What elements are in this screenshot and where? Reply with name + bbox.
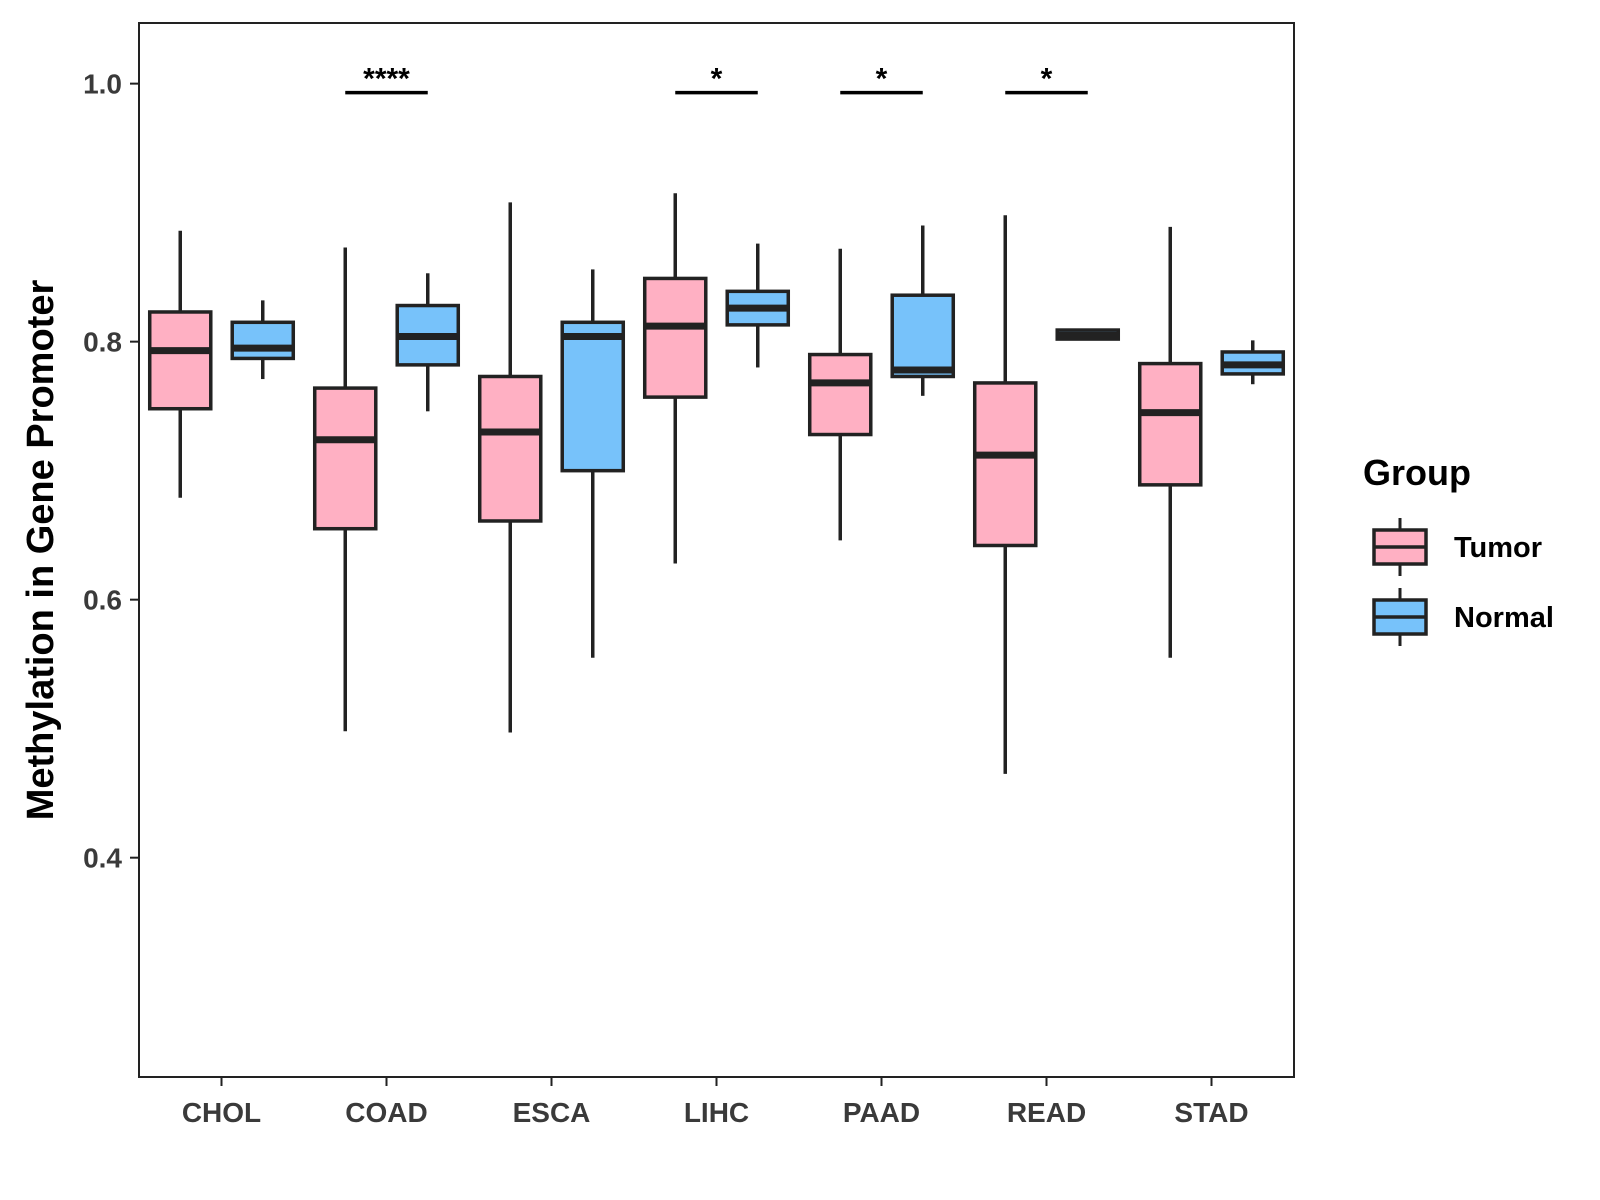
box-body <box>147 310 213 411</box>
x-tick-label-paad: PAAD <box>843 1097 920 1128</box>
y-tick-label-0-8: 0.8 <box>83 327 122 358</box>
x-tick-label-coad: COAD <box>345 1097 427 1128</box>
x-tick-label-chol: CHOL <box>182 1097 261 1128</box>
significance-paad: * <box>840 63 923 96</box>
box-tumor-lihc <box>642 193 708 564</box>
box-tumor-stad <box>1137 226 1203 658</box>
significance-lihc: * <box>675 63 758 96</box>
box-body <box>312 386 378 531</box>
significance-read: * <box>1005 63 1088 96</box>
box-body <box>477 374 543 523</box>
box-normal-lihc <box>725 243 791 368</box>
significance-layer: **** * * * <box>345 63 1088 96</box>
box-body <box>890 293 956 379</box>
box-normal-stad <box>1220 340 1286 385</box>
plot-panel <box>138 22 1295 1078</box>
significance-label: **** <box>363 63 410 96</box>
legend-label-tumor: Tumor <box>1454 532 1542 564</box>
box-normal-chol <box>230 300 296 380</box>
significance-coad: **** <box>345 63 428 96</box>
legend-title: Group <box>1363 452 1471 493</box>
box-body <box>972 381 1038 548</box>
box-normal-read <box>1055 328 1121 341</box>
y-tick-label-1-0: 1.0 <box>83 69 122 100</box>
x-tick-label-stad: STAD <box>1174 1097 1248 1128</box>
legend-entry-normal: Normal <box>1372 588 1554 646</box>
box-body <box>560 320 626 473</box>
box-normal-coad <box>395 273 461 412</box>
box-normal-esca <box>560 269 626 658</box>
legend: Group Tumor Normal <box>1363 452 1554 646</box>
x-axis: CHOL COAD ESCA LIHC PAAD READ STAD <box>182 1077 1249 1128</box>
box-body <box>230 320 296 361</box>
box-body <box>642 276 708 399</box>
y-tick-label-0-4: 0.4 <box>83 843 122 874</box>
box-tumor-esca <box>477 202 543 733</box>
box-body <box>1137 361 1203 487</box>
box-tumor-chol <box>147 230 213 498</box>
x-tick-label-lihc: LIHC <box>684 1097 749 1128</box>
y-axis-title: Methylation in Gene Promoter <box>20 280 62 821</box>
box-body <box>807 352 873 437</box>
box-tumor-read <box>972 215 1038 774</box>
box-tumor-paad <box>807 248 873 541</box>
y-tick-label-0-6: 0.6 <box>83 585 122 616</box>
legend-label-normal: Normal <box>1454 602 1554 634</box>
significance-label: * <box>1041 63 1053 96</box>
box-layer <box>147 193 1286 774</box>
significance-label: * <box>711 63 723 96</box>
box-normal-paad <box>890 225 956 396</box>
x-tick-label-esca: ESCA <box>513 1097 591 1128</box>
y-axis: 0.4 0.6 0.8 1.0 <box>83 69 139 874</box>
box-tumor-coad <box>312 247 378 732</box>
legend-entry-tumor: Tumor <box>1372 518 1542 576</box>
x-tick-label-read: READ <box>1007 1097 1086 1128</box>
significance-label: * <box>876 63 888 96</box>
